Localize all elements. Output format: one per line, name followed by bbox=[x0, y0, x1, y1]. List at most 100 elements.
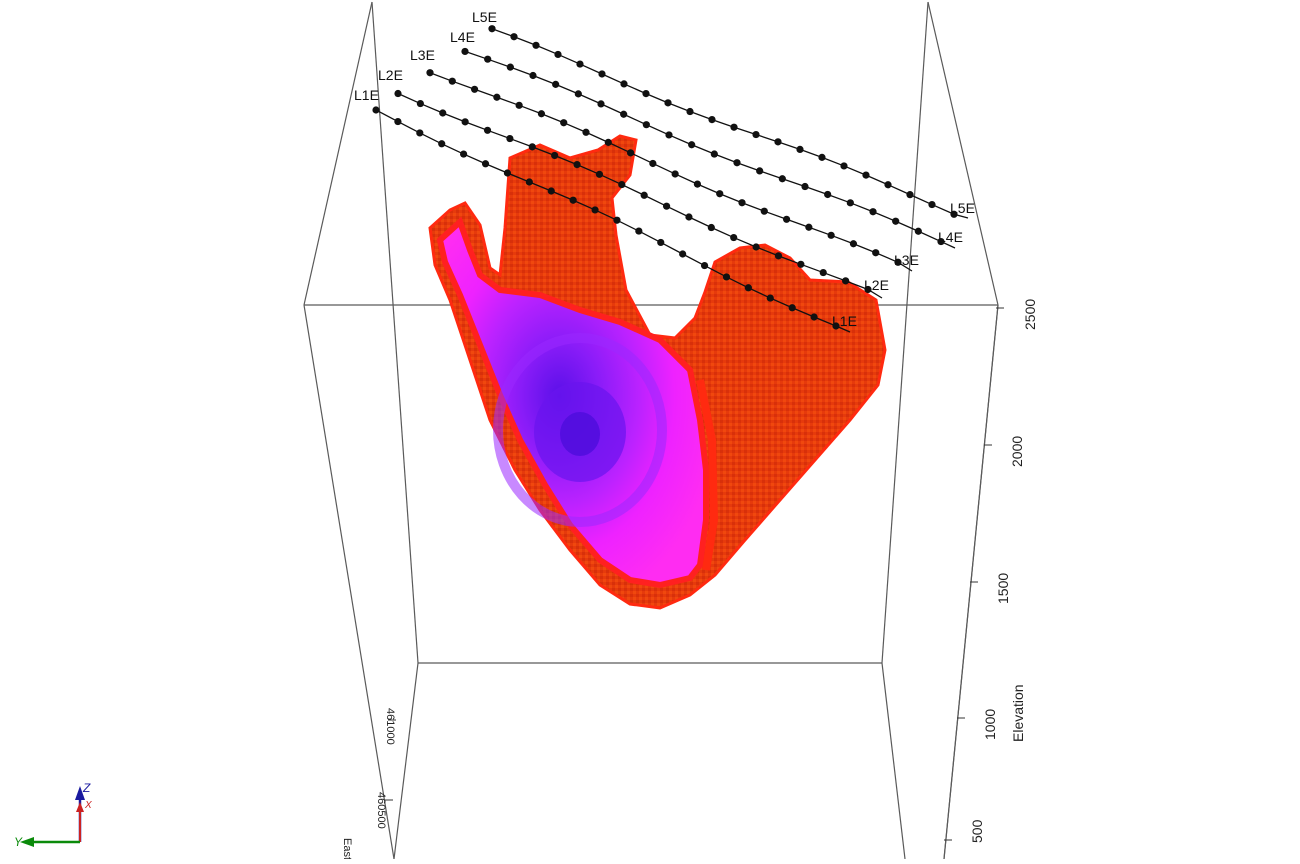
easting-tick-461000: 461000 bbox=[384, 708, 396, 745]
electrode-point bbox=[582, 128, 590, 136]
electrode-point bbox=[744, 284, 752, 292]
electrode-point bbox=[620, 110, 628, 118]
electrode-point bbox=[774, 252, 783, 260]
electrode-point bbox=[810, 313, 818, 321]
electrode-point bbox=[551, 151, 559, 160]
electrode-point bbox=[642, 121, 650, 129]
survey-line-label-start: L3E bbox=[410, 47, 435, 63]
electrode-point bbox=[438, 140, 446, 148]
elevation-axis: 2500 2000 1500 1000 500 Elevation bbox=[943, 299, 1038, 860]
electrode-point bbox=[671, 170, 679, 178]
electrode-point bbox=[686, 107, 694, 116]
electrode-point bbox=[664, 99, 672, 107]
survey-line-label-end: L1E bbox=[832, 313, 857, 329]
electrode-point bbox=[554, 50, 562, 59]
electrode-point bbox=[506, 63, 514, 71]
electrode-point bbox=[872, 249, 880, 257]
electrode-point bbox=[560, 119, 568, 127]
electrode-point bbox=[796, 145, 804, 153]
survey-line-label-start: L4E bbox=[450, 29, 475, 45]
electrode-point bbox=[906, 191, 914, 199]
electrode-point bbox=[532, 41, 540, 49]
electrode-point bbox=[892, 217, 900, 225]
electrode-point bbox=[569, 196, 577, 204]
electrode-point bbox=[537, 110, 546, 118]
electrode-point bbox=[574, 90, 582, 98]
electrode-point bbox=[665, 131, 673, 139]
electrode-point bbox=[484, 55, 492, 63]
elevation-axis-title: Elevation bbox=[1010, 684, 1026, 742]
electrode-point bbox=[460, 150, 468, 158]
electrode-point bbox=[618, 180, 626, 189]
electrode-point bbox=[372, 106, 380, 114]
electrode-point bbox=[416, 129, 424, 137]
easting-tick-460500: 460500 bbox=[375, 792, 387, 829]
electrode-point bbox=[827, 231, 835, 239]
survey-line-label-end: L3E bbox=[894, 252, 919, 268]
electrode-point bbox=[752, 130, 760, 139]
electrode-point bbox=[716, 190, 724, 198]
electrode-point bbox=[529, 71, 537, 80]
electrode-point bbox=[394, 89, 402, 98]
electrode-point bbox=[832, 322, 840, 330]
electrode-point bbox=[869, 208, 877, 216]
electrode-point bbox=[649, 159, 657, 168]
electrode-point bbox=[635, 227, 643, 235]
electrode-point bbox=[824, 190, 832, 199]
electrode-point bbox=[461, 118, 469, 126]
electrode-point bbox=[840, 162, 848, 170]
survey-lines: L1E L1E L2E L2E L3E L3E L4E L4E L5E L5E bbox=[354, 9, 975, 333]
electrode-point bbox=[849, 240, 858, 248]
electrode-point bbox=[613, 216, 621, 224]
electrode-point bbox=[448, 77, 456, 85]
axis-triad[interactable]: Z X Y bbox=[14, 778, 104, 850]
electrode-point bbox=[591, 206, 599, 214]
electrode-point bbox=[595, 170, 604, 178]
electrode-point bbox=[604, 138, 612, 146]
electrode-point bbox=[640, 191, 648, 199]
electrode-point bbox=[483, 126, 492, 134]
resistivity-body bbox=[428, 134, 887, 610]
electrode-point bbox=[950, 210, 958, 218]
electrode-point bbox=[642, 90, 650, 98]
electrode-point bbox=[894, 258, 902, 266]
electrode-point bbox=[760, 207, 768, 215]
electrode-point bbox=[730, 123, 738, 131]
electrode-point bbox=[710, 150, 718, 158]
electrode-point bbox=[528, 143, 536, 151]
electrode-point bbox=[493, 93, 501, 101]
electrode-point bbox=[685, 213, 693, 221]
electrode-point bbox=[620, 80, 628, 88]
electrode-point bbox=[481, 160, 490, 168]
electrode-point bbox=[679, 250, 687, 258]
electrode-point bbox=[662, 202, 671, 210]
electrode-point bbox=[805, 223, 813, 231]
electrode-point bbox=[864, 285, 872, 294]
electrode-point bbox=[788, 304, 796, 312]
electrode-point bbox=[722, 273, 731, 281]
electrode-point bbox=[693, 180, 702, 188]
electrode-point bbox=[394, 117, 402, 126]
electrode-point bbox=[708, 116, 716, 124]
easting-axis: 461000 460500 Easting bbox=[341, 708, 396, 864]
x-arrowhead-icon bbox=[76, 802, 84, 812]
electrode-point bbox=[488, 25, 496, 33]
electrode-point bbox=[552, 80, 560, 88]
electrode-point bbox=[846, 199, 854, 207]
survey-line-label-start: L5E bbox=[472, 9, 497, 25]
triad-y-label: Y bbox=[14, 835, 23, 849]
electrode-point bbox=[756, 167, 764, 175]
electrode-point bbox=[730, 233, 738, 242]
electrode-point bbox=[688, 141, 696, 149]
electrode-point bbox=[884, 181, 892, 189]
survey-line-label-end: L2E bbox=[864, 277, 889, 293]
triad-z-label: Z bbox=[82, 781, 91, 795]
y-arrowhead-icon bbox=[20, 837, 34, 847]
electrode-point bbox=[525, 178, 533, 186]
electrode-point bbox=[470, 85, 479, 93]
survey-line-label-start: L2E bbox=[378, 67, 403, 83]
elevation-tick-1500: 1500 bbox=[995, 573, 1011, 604]
elevation-tick-2000: 2000 bbox=[1009, 436, 1025, 467]
